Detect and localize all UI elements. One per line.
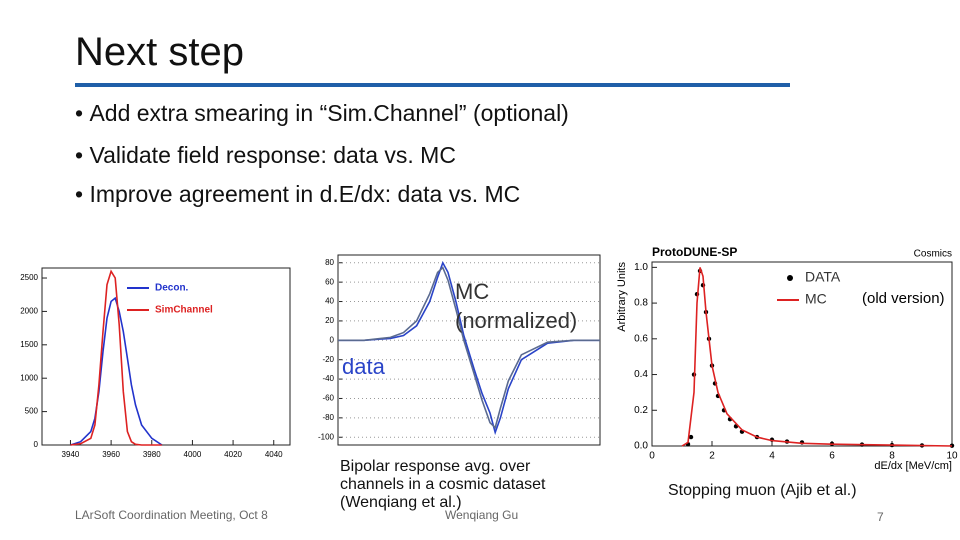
y-tick-label: 0.4 xyxy=(634,369,648,380)
bullet: Validate field response: data vs. MC xyxy=(75,142,455,169)
x-tick-label: 4000 xyxy=(184,450,202,459)
slide-title: Next step xyxy=(75,30,244,74)
plot-frame xyxy=(41,267,291,446)
series-line xyxy=(70,296,163,446)
y-tick-label: 500 xyxy=(25,407,39,416)
x-tick-label: 0 xyxy=(649,451,655,462)
y-tick-label: 0.2 xyxy=(634,405,648,416)
y-tick-label: -80 xyxy=(322,413,334,422)
legend-label: SimChannel xyxy=(155,305,213,316)
x-tick-label: 4 xyxy=(769,451,775,462)
footer: LArSoft Coordination Meeting, Oct 8 xyxy=(75,508,268,522)
title-rule xyxy=(75,83,790,87)
y-tick-label: -40 xyxy=(322,374,334,383)
plot-frame xyxy=(651,261,953,447)
y-axis-label: Arbitrary Units xyxy=(616,262,628,332)
legend-label: Decon. xyxy=(155,283,189,294)
series-line xyxy=(338,266,600,430)
data-point xyxy=(688,434,694,440)
footer-center: Wenqiang Gu xyxy=(445,508,519,522)
x-tick-label: 6 xyxy=(829,451,835,462)
caption: Stopping muon (Ajib et al.) xyxy=(668,482,857,499)
x-tick-label: 3940 xyxy=(62,450,80,459)
y-tick-label: 0.8 xyxy=(634,298,648,309)
y-tick-label: 0 xyxy=(34,440,39,449)
bullet: Add extra smearing in “Sim.Channel” (opt… xyxy=(75,100,568,127)
y-tick-label: 2000 xyxy=(20,307,38,316)
legend-marker xyxy=(787,275,793,281)
y-tick-label: 0 xyxy=(330,335,335,344)
y-tick-label: 60 xyxy=(325,277,334,286)
y-tick-label: 1000 xyxy=(20,373,38,382)
y-tick-label: -20 xyxy=(322,355,334,364)
bullet: Improve agreement in d.E/dx: data vs. MC xyxy=(75,181,520,208)
page-number: 7 xyxy=(877,510,884,524)
y-tick-label: 40 xyxy=(325,297,334,306)
y-tick-label: 1500 xyxy=(20,340,38,349)
legend-label: MC xyxy=(805,291,827,307)
x-axis-label: dE/dx [MeV/cm] xyxy=(874,460,952,472)
annotation: data xyxy=(342,354,386,379)
legend-label: DATA xyxy=(805,269,841,285)
chart-title: ProtoDUNE-SP xyxy=(652,245,737,259)
series-line xyxy=(338,260,600,436)
series-line xyxy=(681,267,953,447)
annotation: (old version) xyxy=(862,290,945,307)
caption: Bipolar response avg. over channels in a… xyxy=(340,458,546,511)
x-tick-label: 2 xyxy=(709,451,715,462)
annotation: (normalized) xyxy=(455,308,577,333)
x-tick-label: 3980 xyxy=(143,450,161,459)
y-tick-label: 80 xyxy=(325,258,334,267)
x-tick-label: 8 xyxy=(889,451,895,462)
x-tick-label: 10 xyxy=(946,451,958,462)
y-tick-label: -60 xyxy=(322,394,334,403)
series-line xyxy=(70,269,162,446)
y-tick-label: 1.0 xyxy=(634,262,648,273)
y-tick-label: 2500 xyxy=(20,273,38,282)
y-tick-label: 20 xyxy=(325,316,334,325)
chart-subtitle: Cosmics xyxy=(914,249,952,260)
y-tick-label: -100 xyxy=(318,432,335,441)
x-tick-label: 4020 xyxy=(224,450,242,459)
annotation: MC xyxy=(455,279,489,304)
y-tick-label: 0.0 xyxy=(634,441,648,452)
x-tick-label: 4040 xyxy=(265,450,283,459)
y-tick-label: 0.6 xyxy=(634,333,648,344)
x-tick-label: 3960 xyxy=(102,450,120,459)
